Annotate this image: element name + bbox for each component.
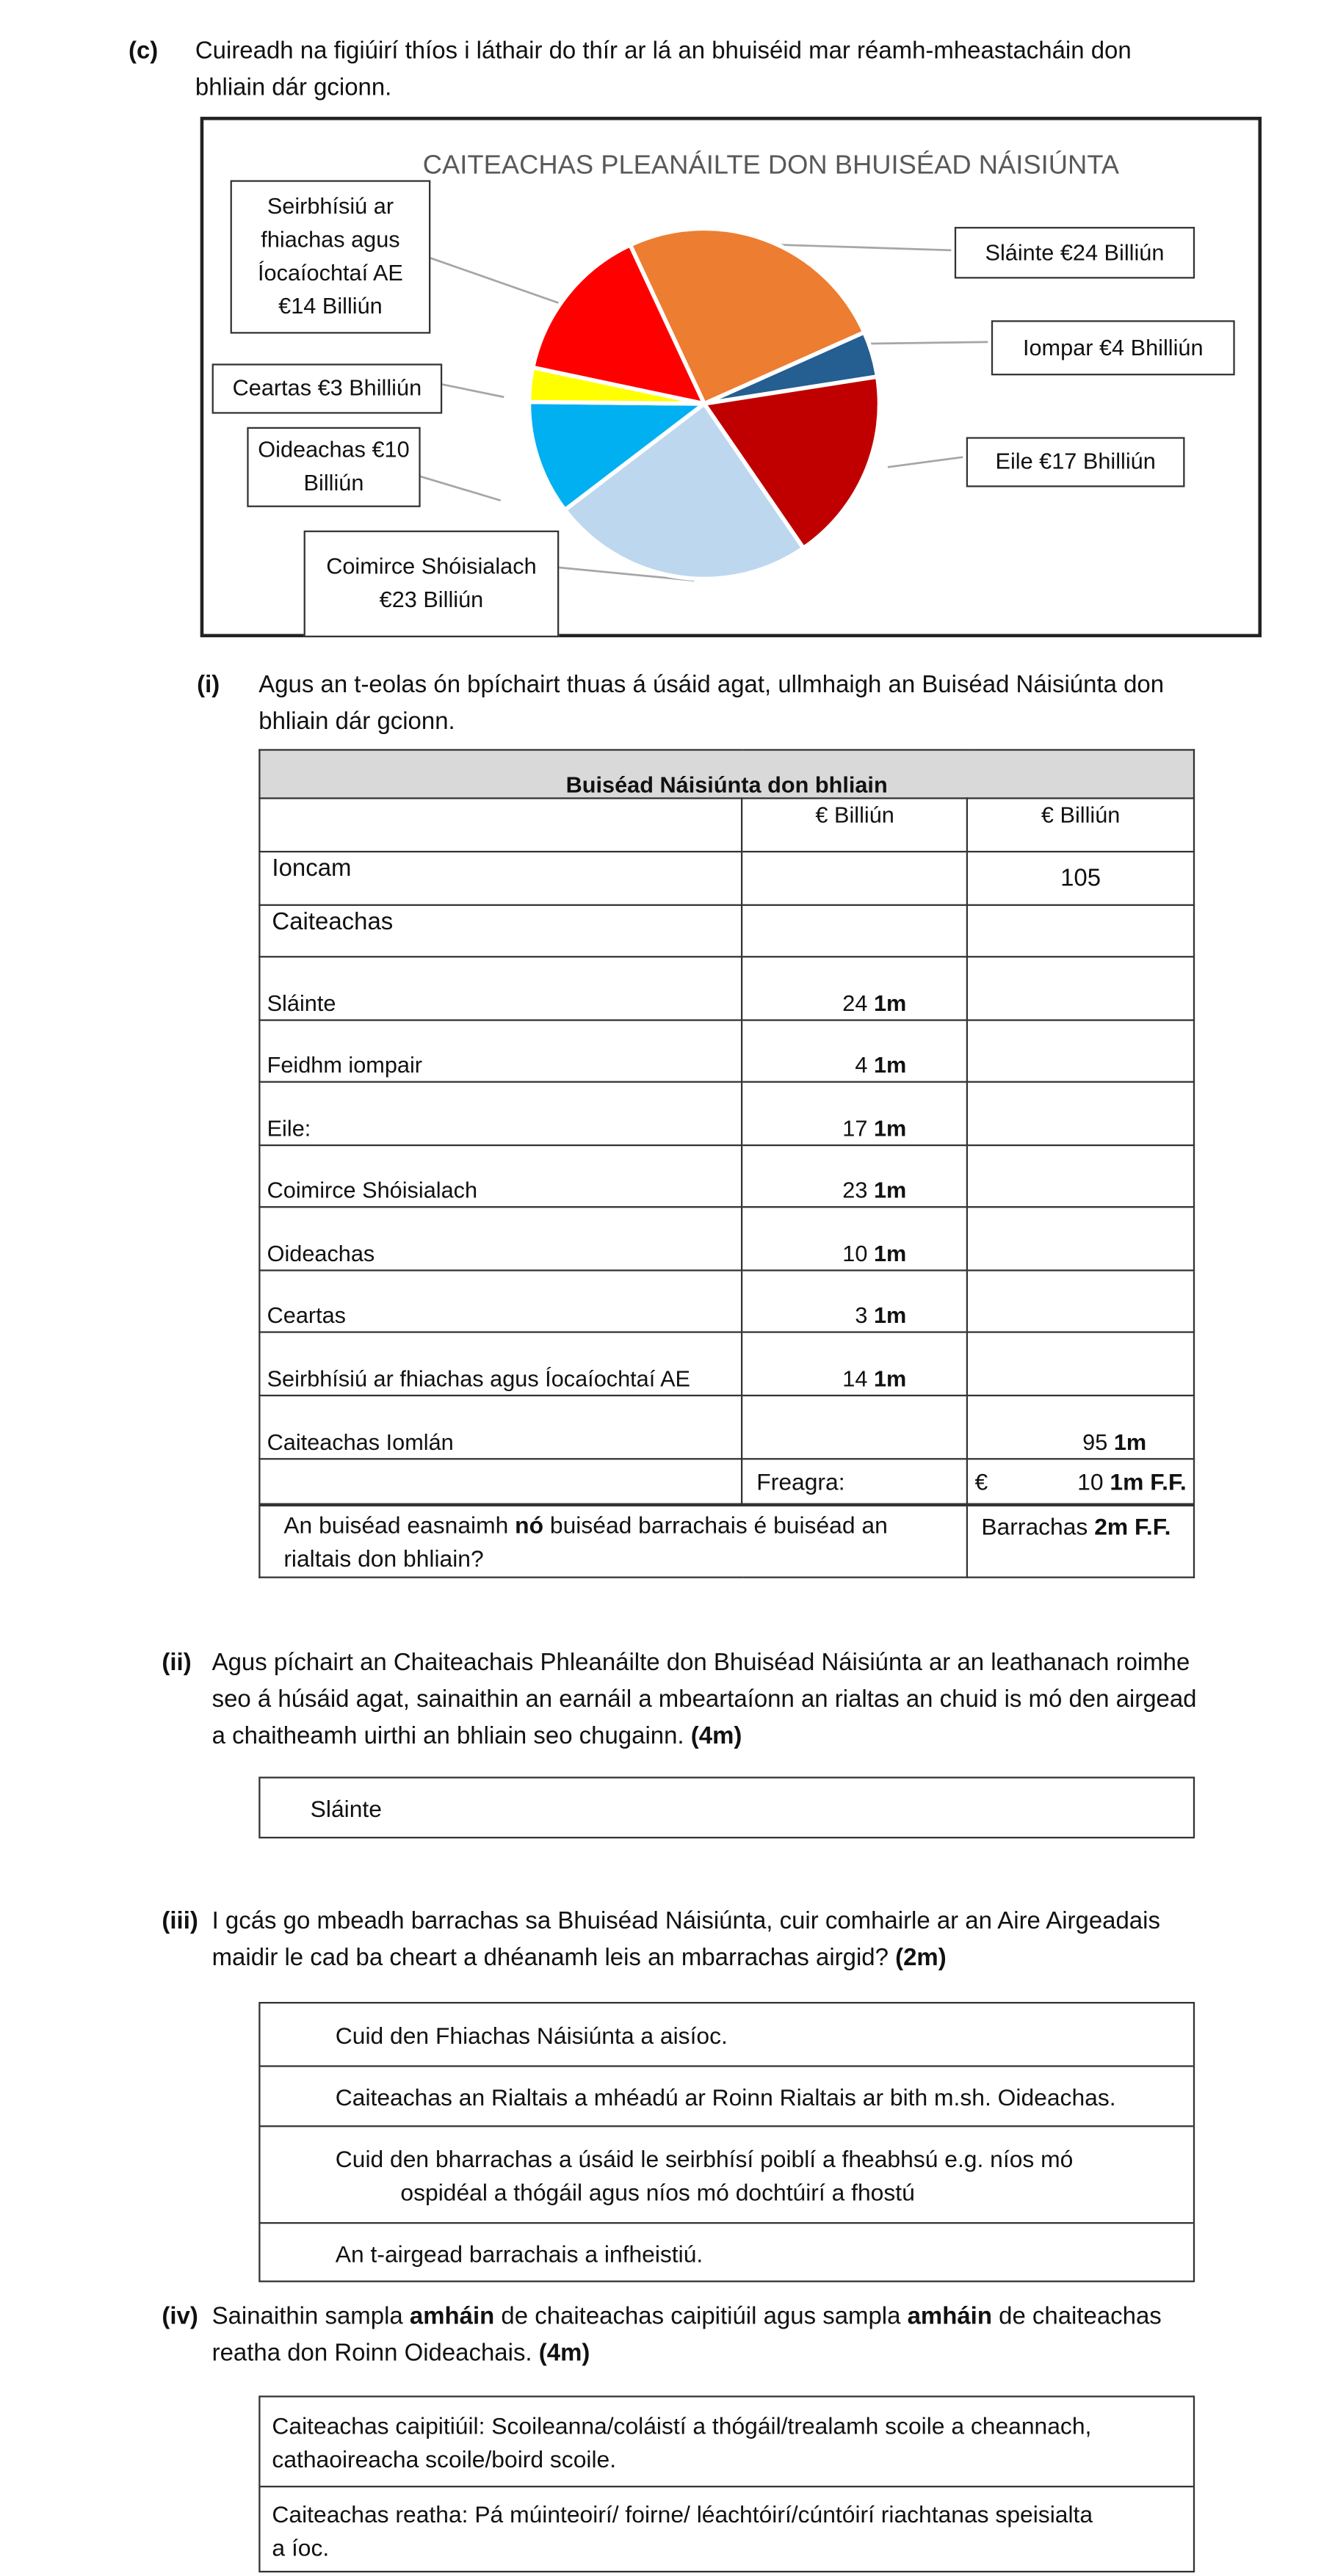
part-ii-line1: Agus píchairt an Chaiteachais Phleanáilt… [211, 1650, 1190, 1677]
row-mark: 1m [873, 1302, 907, 1328]
row-label: Seirbhísiú ar fhiachas agus Íocaíochtaí … [258, 1331, 744, 1396]
col1-header: € Billiún [741, 797, 969, 853]
row-value: 14 [842, 1365, 868, 1391]
answer-value: 10 [1077, 1467, 1104, 1495]
part-ii-line3: a chaitheamh uirthi an bhliain seo chuga… [211, 1723, 742, 1750]
table-row: Oideachas 10 1m [258, 1206, 1195, 1271]
row-label: Eile: [258, 1081, 744, 1146]
part-i-line1: Agus an t-eolas ón bpíchairt thuas á úsá… [258, 672, 1165, 700]
row-mark: 1m [873, 1115, 907, 1141]
total-mark: 1m [1113, 1429, 1147, 1454]
answer-row: Cuid den Fhiachas Náisiúnta a aisíoc. [335, 2021, 728, 2048]
expenditure-label: Caiteachas [258, 904, 744, 958]
pie-chart-frame: CAITEACHAS PLEANÁILTE DON BHUISÉAD NÁISI… [200, 117, 1262, 638]
part-c-line2: bhliain dár gcionn. [195, 75, 392, 102]
part-iii-line1: I gcás go mbeadh barrachas sa Bhuiséad N… [211, 1908, 1160, 1936]
part-ii-answer: Sláinte [258, 1777, 1195, 1839]
leader-line [867, 341, 988, 345]
table-row: Ceartas 3 1m [258, 1269, 1195, 1333]
answer-currency: € [974, 1467, 988, 1495]
row-value: 17 [842, 1115, 868, 1141]
leader-line [416, 474, 502, 502]
answer-mark: 1m F.F. [1110, 1467, 1187, 1495]
row-value: 23 [842, 1178, 868, 1203]
row-label: Oideachas [258, 1206, 744, 1271]
answer-row: Caiteachas caipitiúil: Scoileanna/coláis… [272, 2411, 1092, 2472]
pie-slice [562, 400, 807, 581]
answer-row: Cuid den bharrachas a úsáid le seirbhísí… [260, 2125, 1193, 2222]
label-coimirce: Coimirce Shóisialach €23 Billiún [303, 530, 560, 638]
table-row: Sláinte 24 1m [258, 956, 1195, 1020]
row-label: Feidhm iompair [258, 1018, 744, 1083]
part-iv-line1: Sainaithin sampla amháin de chaiteachas … [211, 2304, 1162, 2331]
part-iii-label: (iii) [162, 1908, 198, 1936]
label-iompar: Iompar €4 Bhilliún [991, 320, 1235, 376]
row-value: 24 [842, 990, 868, 1015]
chart-title: CAITEACHAS PLEANÁILTE DON BHUISÉAD NÁISI… [423, 149, 1120, 179]
surplus-question: An buiséad easnaimh nó buiséad barrachai… [258, 1503, 969, 1578]
table-row: Feidhm iompair 4 1m [258, 1018, 1195, 1083]
answer-row: An t-airgead barrachais a infheistiú. [260, 2221, 1193, 2282]
total-label: Caiteachas Iomlán [258, 1393, 744, 1459]
row-value: 10 [842, 1240, 868, 1266]
part-c-label: (c) [128, 38, 159, 65]
table-row: Seirbhísiú ar fhiachas agus Íocaíochtaí … [258, 1331, 1195, 1396]
answer-row: Caiteachas reatha: Pá múinteoirí/ foirne… [260, 2486, 1193, 2572]
pie-slice [627, 226, 867, 407]
surplus-answer: Barrachas 2m F.F. [966, 1503, 1195, 1578]
label-seirbhisiu: Seirbhísiú ar fhiachas agus Íocaíochtaí … [230, 180, 431, 334]
part-i-line2: bhliain dár gcionn. [258, 708, 455, 736]
part-c-line1: Cuireadh na figiúirí thíos i láthair do … [195, 38, 1132, 65]
part-iv-line2: reatha don Roinn Oideachais. (4m) [211, 2340, 590, 2368]
pie-chart: CAITEACHAS PLEANÁILTE DON BHUISÉAD NÁISI… [416, 149, 1120, 582]
row-mark: 1m [873, 1240, 907, 1266]
pie-slice [701, 374, 882, 551]
part-iii-answers: Cuid den Fhiachas Náisiúnta a aisíoc. Ca… [258, 2002, 1195, 2282]
part-iii-line2: maidir le cad ba cheart a dhéanamh leis … [211, 1945, 947, 1973]
answer-row: Caiteachas an Rialtais a mhéadú ar Roinn… [260, 2065, 1193, 2125]
part-iv-answers: Caiteachas caipitiúil: Scoileanna/coláis… [258, 2395, 1195, 2573]
row-label: Sláinte [258, 956, 744, 1020]
leader-line [427, 255, 562, 305]
income-label: Ioncam [258, 850, 744, 906]
label-ceartas: Ceartas €3 Bhilliún [211, 363, 443, 414]
label-eile: Eile €17 Bhilliún [966, 437, 1185, 487]
part-ii-label: (ii) [162, 1650, 192, 1677]
row-value: 4 [855, 1052, 868, 1078]
row-mark: 1m [873, 1052, 907, 1078]
table-row: Coimirce Shóisialach 23 1m [258, 1143, 1195, 1208]
pie-slice [530, 242, 708, 407]
table-title: Buiséad Náisiúnta don bhliain [258, 749, 1195, 799]
table-row: Eile: 17 1m [258, 1081, 1195, 1146]
row-mark: 1m [873, 1365, 907, 1391]
col2-header: € Billiún [966, 797, 1195, 853]
pie-slice [527, 399, 711, 513]
budget-table: Buiséad Náisiúnta don bhliain € Billiún €… [258, 749, 1195, 1578]
row-label: Coimirce Shóisialach [258, 1143, 744, 1208]
answer-label: Freagra: [741, 1457, 969, 1506]
part-i-label: (i) [197, 672, 220, 700]
row-mark: 1m [873, 990, 907, 1015]
row-value: 3 [855, 1302, 868, 1328]
row-label: Ceartas [258, 1269, 744, 1333]
income-value: 105 [966, 850, 1195, 906]
leader-line [438, 382, 504, 399]
part-iv-label: (iv) [162, 2304, 198, 2331]
total-value: 95 [1082, 1429, 1108, 1454]
leader-line [887, 456, 963, 468]
label-oideachas: Oideachas €10 Billiún [247, 427, 421, 507]
row-mark: 1m [873, 1178, 907, 1203]
leader-line [555, 566, 695, 582]
label-slainte: Sláinte €24 Billiún [954, 227, 1195, 279]
part-ii-line2: seo á húsáid agat, sainaithin an earnáil… [211, 1686, 1197, 1713]
